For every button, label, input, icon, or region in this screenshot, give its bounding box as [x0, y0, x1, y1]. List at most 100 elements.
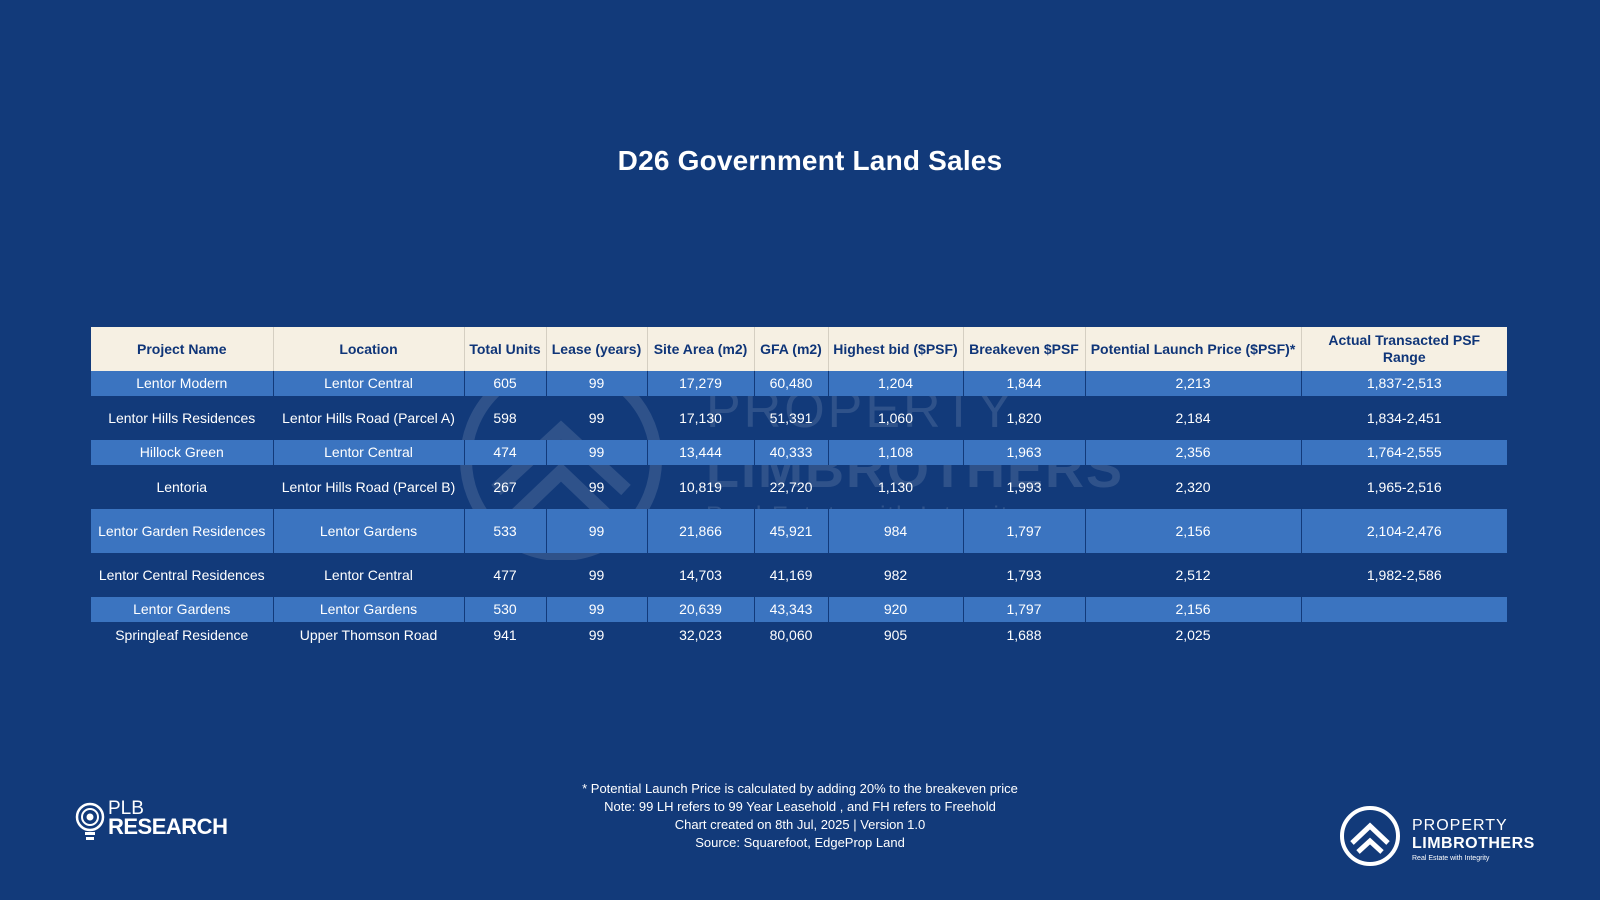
table-cell: Lentor Hills Road (Parcel B): [281, 478, 456, 495]
tagline-label: Real Estate with Integrity: [1412, 855, 1490, 862]
table-cell: 533: [463, 509, 546, 553]
table-cell: 2,512: [1175, 566, 1211, 583]
table-cell: 1,764-2,555: [1300, 440, 1507, 465]
footnotes: * Potential Launch Price is calculated b…: [0, 780, 1600, 852]
table-cell: 51,391: [769, 409, 813, 426]
house-roof-icon: [1340, 806, 1400, 866]
column-header: Highest bid ($PSF): [827, 327, 963, 371]
column-header: Actual Transacted PSF Range: [1300, 327, 1507, 371]
table-row: Lentor Modern Lentor Central 605 99 17,2…: [91, 371, 1507, 396]
table-cell: 1,993: [1006, 478, 1042, 495]
table-cell: Lentor Central: [272, 371, 464, 396]
table-cell: 477: [493, 566, 517, 583]
table-cell: 1,060: [877, 409, 914, 426]
table-cell: Lentor Central: [324, 566, 413, 583]
table-cell: Hillock Green: [91, 440, 273, 465]
research-label: RESEARCH: [108, 814, 228, 839]
column-header: Lease (years): [545, 327, 647, 371]
table-cell: 14,703: [679, 566, 722, 583]
table-row: Springleaf Residence Upper Thomson Road …: [91, 622, 1507, 649]
table-cell: Lentor Gardens: [272, 597, 464, 622]
table-cell: 2,184: [1175, 409, 1211, 426]
table-cell: 99: [588, 627, 605, 643]
table-cell: 45,921: [753, 509, 828, 553]
table-cell: Lentor Garden Residences: [91, 509, 273, 553]
table-cell: Lentor Modern: [91, 371, 273, 396]
table-cell: Lentoria: [156, 478, 208, 495]
page-title: D26 Government Land Sales: [617, 145, 1003, 176]
table-cell: Upper Thomson Road: [299, 627, 438, 643]
table-cell: 605: [463, 371, 546, 396]
limbrothers-label: LIMBROTHERS: [1412, 835, 1535, 852]
table-cell: 1,793: [1006, 566, 1042, 583]
table-cell: Lentor Central Residences: [98, 566, 265, 583]
table-cell: 1,108: [827, 440, 963, 465]
table-cell: 1,982-2,586: [1366, 566, 1442, 583]
table-cell: Springleaf Residence: [115, 627, 249, 643]
table-cell: 17,279: [646, 371, 754, 396]
table-cell: 1,204: [827, 371, 963, 396]
table-cell: 267: [493, 478, 517, 495]
table-cell: [1301, 622, 1507, 649]
plb-research-wordmark: PLB RESEARCH: [108, 798, 228, 839]
property-limbrothers-logo: PROPERTY LIMBROTHERS Real Estate with In…: [1339, 805, 1539, 867]
table-cell: 1,820: [1006, 409, 1042, 426]
table-cell: 17,130: [679, 409, 722, 426]
table-cell: 1,797: [962, 597, 1085, 622]
table-cell: 1,965-2,516: [1366, 478, 1442, 495]
property-label: PROPERTY: [1412, 817, 1508, 834]
table-cell: 1,834-2,451: [1366, 409, 1442, 426]
column-header: Total Units: [463, 327, 546, 371]
table-row: Lentor Gardens Lentor Gardens 530 99 20,…: [91, 597, 1507, 622]
table-cell: Lentor Hills Residences: [108, 409, 256, 426]
table-cell: 99: [545, 509, 647, 553]
table-cell: Lentor Gardens: [272, 509, 464, 553]
table-cell: 1,837-2,513: [1300, 371, 1507, 396]
table-cell: 2,356: [1084, 440, 1301, 465]
table-row: Lentor Central Residences Lentor Central…: [91, 553, 1507, 597]
table-cell: 2,156: [1084, 597, 1301, 622]
table-cell: 99: [545, 371, 647, 396]
table-cell: Lentor Central: [272, 440, 464, 465]
column-header: Project Name: [91, 327, 273, 371]
column-header: Potential Launch Price ($PSF)*: [1084, 327, 1301, 371]
footnote-lease: Note: 99 LH refers to 99 Year Leasehold …: [604, 799, 996, 814]
table-cell: 2,104-2,476: [1300, 509, 1507, 553]
table-cell: 13,444: [646, 440, 754, 465]
table-cell: 20,639: [646, 597, 754, 622]
plb-research-logo: PLB RESEARCH: [74, 798, 234, 845]
table-cell: 982: [883, 566, 908, 583]
table-header-row: Project Name Location Total Units Lease …: [91, 327, 1507, 371]
table-cell: 41,169: [769, 566, 813, 583]
table-cell: 530: [463, 597, 546, 622]
table-cell: 905: [883, 627, 908, 643]
column-header: Location: [272, 327, 464, 371]
table-cell: 22,720: [769, 478, 813, 495]
table-cell: 1,688: [1006, 627, 1042, 643]
table-cell: 598: [493, 409, 517, 426]
column-header: Site Area (m2): [646, 327, 754, 371]
table-cell: 1,130: [877, 478, 914, 495]
table-cell: 10,819: [679, 478, 722, 495]
table-cell: 984: [827, 509, 963, 553]
footnote-source: Source: Squarefoot, EdgeProp Land: [695, 835, 905, 850]
table-cell: [1300, 597, 1507, 622]
table-cell: 32,023: [679, 627, 722, 643]
table-cell: 2,320: [1175, 478, 1211, 495]
table-cell: 43,343: [753, 597, 828, 622]
table-cell: 21,866: [646, 509, 754, 553]
table-cell: 1,963: [962, 440, 1085, 465]
column-header: GFA (m2): [753, 327, 828, 371]
table-cell: 99: [588, 566, 605, 583]
table-cell: 80,060: [769, 627, 813, 643]
plb-label: PLB: [108, 798, 144, 819]
table-row: Lentor Garden Residences Lentor Gardens …: [91, 509, 1507, 553]
table-cell: 99: [545, 597, 647, 622]
table-cell: 474: [463, 440, 546, 465]
table-cell: 2,156: [1084, 509, 1301, 553]
table-row: Lentor Hills Residences Lentor Hills Roa…: [91, 396, 1507, 440]
land-sales-table: Project Name Location Total Units Lease …: [91, 327, 1507, 649]
table-cell: 60,480: [753, 371, 828, 396]
table-cell: 2,025: [1175, 627, 1211, 643]
table-cell: 1,844: [962, 371, 1085, 396]
